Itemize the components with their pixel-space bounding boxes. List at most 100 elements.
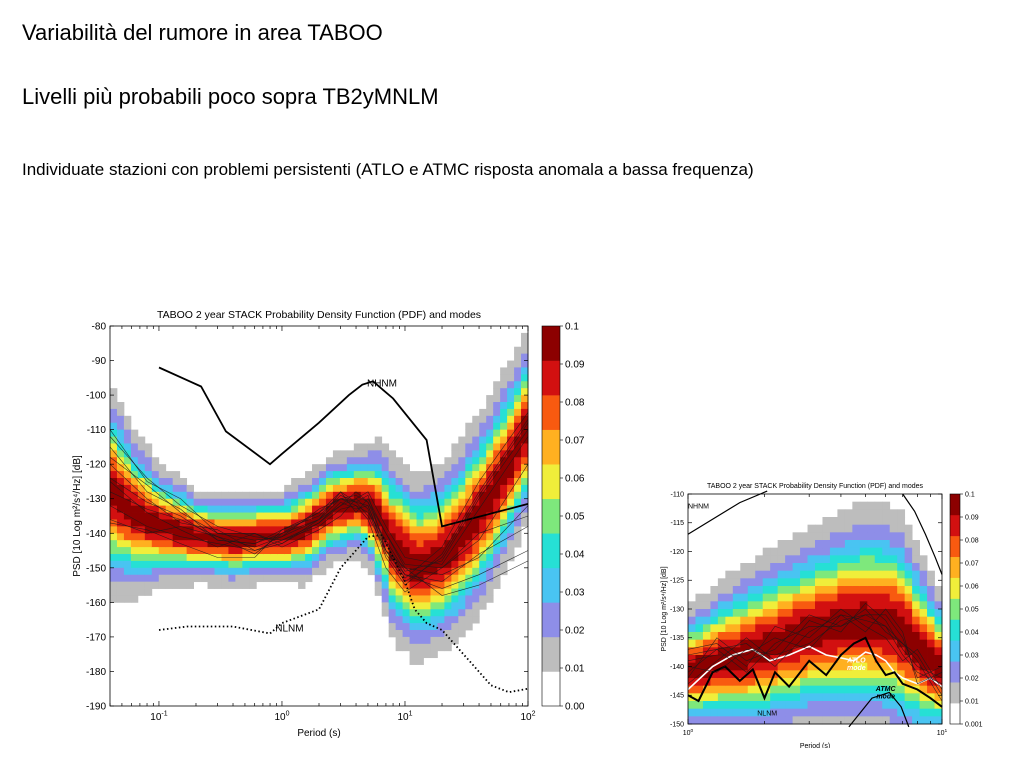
heatmap-cell	[688, 609, 696, 618]
x-tick-label: 101	[937, 728, 948, 737]
heatmap-cell	[374, 512, 383, 520]
colorbar-segment	[950, 577, 960, 599]
heatmap-cell	[151, 464, 160, 472]
heatmap-cell	[688, 616, 696, 625]
heatmap-cell	[927, 586, 935, 595]
heatmap-cell	[305, 505, 313, 513]
heatmap-cell	[829, 716, 838, 725]
heatmap-cell	[158, 491, 167, 500]
heatmap-cell	[235, 574, 243, 583]
heatmap-cell	[193, 498, 201, 507]
heatmap-cell	[332, 450, 341, 458]
heatmap-cell	[912, 609, 920, 618]
heatmap-cell	[388, 450, 397, 458]
heatmap-cell	[186, 574, 194, 583]
heatmap-cell	[291, 574, 299, 583]
colorbar-tick-label: 0.09	[965, 514, 979, 521]
heatmap-cell	[740, 670, 749, 679]
heatmap-cell	[732, 578, 741, 587]
heatmap-cell	[353, 471, 362, 479]
station-mode-line-11	[109, 436, 529, 582]
heatmap-cell	[740, 586, 749, 595]
heatmap-cell	[732, 685, 741, 694]
heatmap-cell	[110, 505, 118, 513]
heatmap-cell	[889, 670, 898, 679]
heatmap-cell	[844, 593, 853, 602]
heatmap-cell	[123, 429, 132, 437]
heatmap-cell	[374, 450, 383, 458]
colorbar-tick-label: 0.001	[565, 702, 585, 713]
heatmap-cell	[291, 540, 299, 548]
colorbar-tick-label: 0.1	[965, 491, 975, 498]
heatmap-cell	[755, 609, 764, 618]
heatmap-cell	[882, 616, 891, 625]
heatmap-cell	[889, 547, 898, 556]
heatmap-cell	[123, 547, 132, 555]
heatmap-cell	[172, 560, 181, 569]
heatmap-cell	[500, 512, 508, 520]
heatmap-cell	[158, 471, 167, 479]
heatmap-cell	[235, 547, 243, 555]
heatmap-cell	[116, 408, 125, 417]
heatmap-cell	[116, 595, 125, 603]
heatmap-cell	[472, 547, 480, 555]
heatmap-cell	[785, 616, 793, 625]
heatmap-cell	[493, 554, 501, 562]
colorbar-tick-label: 0.08	[565, 398, 585, 409]
heatmap-cell	[710, 639, 719, 648]
heatmap-cell	[507, 512, 515, 520]
heatmap-cell	[904, 632, 913, 641]
heatmap-cell	[110, 395, 118, 403]
heatmap-cell	[844, 517, 853, 526]
heatmap-cell	[927, 655, 935, 664]
heatmap-cell	[144, 554, 153, 562]
heatmap-cell	[123, 422, 132, 431]
heatmap-cell	[110, 512, 118, 520]
heatmap-cell	[395, 471, 403, 479]
heatmap-cell	[807, 678, 816, 687]
heatmap-cell	[116, 540, 125, 548]
heatmap-cell	[486, 526, 494, 534]
heatmap-cell	[507, 443, 515, 451]
heatmap-cell	[395, 491, 403, 500]
heatmap-cell	[740, 708, 749, 717]
heatmap-cell	[521, 484, 529, 493]
heatmap-cell	[762, 639, 771, 648]
heatmap-cell	[388, 526, 397, 534]
heatmap-cell	[123, 484, 132, 493]
heatmap-cell	[874, 685, 883, 694]
colorbar-segment	[950, 640, 960, 662]
heatmap-cell	[500, 491, 508, 500]
heatmap-cell	[402, 588, 410, 596]
heatmap-cell	[837, 609, 846, 618]
heatmap-cell	[472, 519, 480, 527]
heatmap-cell	[493, 436, 501, 444]
heatmap-cell	[179, 484, 188, 493]
heatmap-cell	[740, 593, 749, 602]
heatmap-cell	[500, 464, 508, 472]
heatmap-cell	[859, 563, 868, 572]
heatmap-cell	[416, 540, 424, 548]
heatmap-cell	[451, 512, 459, 520]
heatmap-cell	[521, 381, 529, 389]
heatmap-cell	[927, 670, 935, 679]
heatmap-cell	[332, 478, 341, 486]
heatmap-cell	[388, 623, 397, 631]
heatmap-cell	[200, 554, 208, 562]
heatmap-cell	[228, 547, 236, 555]
heatmap-cell	[130, 547, 139, 555]
heatmap-cell	[837, 570, 846, 579]
heatmap-cell	[747, 678, 756, 687]
heatmap-cell	[889, 616, 898, 625]
heatmap-cell	[732, 639, 741, 648]
annotation-atlo: ATLO	[846, 657, 866, 664]
heatmap-cell	[695, 701, 704, 710]
heatmap-cell	[837, 532, 846, 541]
heatmap-cell	[844, 624, 853, 633]
heatmap-cell	[353, 526, 362, 534]
heatmap-cell	[472, 574, 480, 583]
heatmap-cell	[874, 609, 883, 618]
heatmap-cell	[458, 505, 466, 513]
heatmap-cell	[755, 639, 764, 648]
heatmap-cell	[158, 547, 167, 555]
